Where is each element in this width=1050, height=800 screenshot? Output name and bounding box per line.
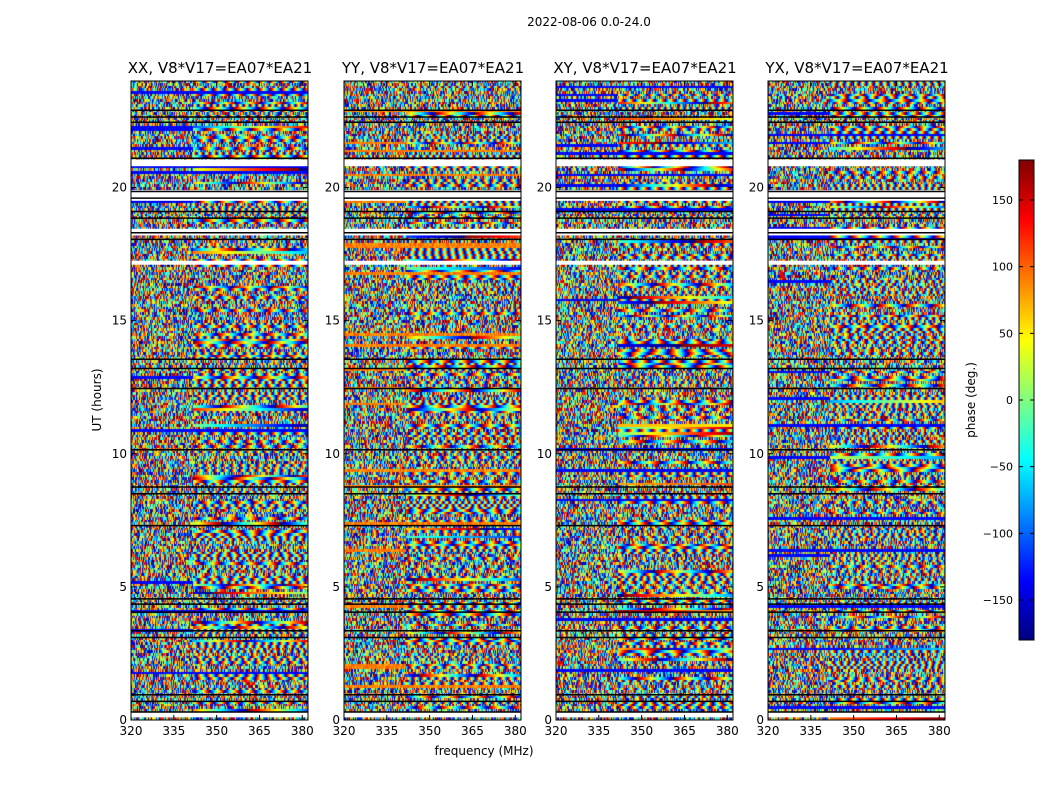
colorbar-tick-label: 0 [1006,394,1013,407]
x-tick-label: 365 [461,724,484,738]
panel-4: YX, V8*V17=EA07*EA21 320 335 350 365 380 0 5 1… [749,59,951,738]
flagged-band [556,159,733,167]
y-tick-label: 15 [112,314,127,328]
x-tick-label: 335 [587,724,610,738]
flagged-band [344,260,521,265]
panel-3-title: XY, V8*V17=EA07*EA21 [553,59,736,77]
y-axis-label: UT (hours) [90,368,104,431]
y-tick-label: 15 [325,314,340,328]
x-tick-label: 335 [799,724,822,738]
colorbar-ticks: 150 100 50 0 −50 −100 −150 [983,194,1034,607]
panel-4-title: YX, V8*V17=EA07*EA21 [764,59,948,77]
x-tick-label: 335 [162,724,185,738]
y-tick-label: 20 [537,181,552,195]
y-tick-label: 10 [112,447,127,461]
flagged-band [131,260,308,265]
panel-3-heatmap [556,81,733,720]
panel-1-y-ticks: 0 5 10 15 20 [112,181,308,727]
phase-image [556,81,733,720]
x-tick-label: 335 [375,724,398,738]
phase-image [768,81,945,720]
colorbar-label: phase (deg.) [964,362,978,438]
flagged-band [344,159,521,167]
x-tick-label: 380 [504,724,527,738]
flagged-band [768,159,945,167]
x-axis-label: frequency (MHz) [434,744,533,758]
x-tick-label: 380 [291,724,314,738]
colorbar-tick-label: −100 [983,527,1013,540]
panel-2-y-ticks: 0 5 10 15 20 [325,181,521,727]
flagged-band [556,260,733,265]
colorbar-tick-label: 100 [992,261,1013,274]
y-tick-label: 0 [544,713,552,727]
y-tick-label: 5 [332,580,340,594]
panel-2-x-ticks: 320 335 350 365 380 [333,81,527,738]
flagged-band [768,190,945,201]
flagged-band [344,190,521,201]
y-tick-label: 5 [119,580,127,594]
x-tick-label: 320 [757,724,780,738]
y-tick-label: 0 [119,713,127,727]
panel-2: YY, V8*V17=EA07*EA21 320 335 350 365 380 0 5 1… [325,59,527,738]
y-tick-label: 0 [332,713,340,727]
panel-4-y-ticks: 0 5 10 15 20 [749,181,945,727]
panel-2-frame [343,80,522,721]
flagged-band [131,159,308,167]
panel-1-x-ticks: 320 335 350 365 380 [120,81,314,738]
panel-4-x-ticks: 320 335 350 365 380 [757,81,951,738]
x-tick-label: 380 [716,724,739,738]
x-tick-label: 350 [205,724,228,738]
colorbar-tick-label: −150 [983,594,1013,607]
panel-1: XX, V8*V17=EA07*EA21 320 335 350 365 380 0 5 1… [112,59,314,738]
x-tick-label: 320 [333,724,356,738]
flagged-band [131,712,308,718]
x-tick-label: 365 [248,724,271,738]
y-tick-label: 20 [325,181,340,195]
flagged-band [556,190,733,201]
y-tick-label: 20 [112,181,127,195]
panel-1-heatmap [131,81,308,720]
colorbar: 150 100 50 0 −50 −100 −150 phase (deg.) [964,159,1035,641]
flagged-band [131,190,308,201]
y-tick-label: 20 [749,181,764,195]
y-tick-label: 0 [756,713,764,727]
flagged-band [768,260,945,265]
panel-4-heatmap [768,81,945,720]
colorbar-tick-label: −50 [990,461,1013,474]
y-tick-label: 5 [756,580,764,594]
y-tick-label: 10 [537,447,552,461]
panel-4-frame [767,80,946,721]
x-tick-label: 320 [545,724,568,738]
panel-2-heatmap [344,81,521,720]
figure-suptitle: 2022-08-06 0.0-24.0 [527,15,651,29]
flagged-band [556,712,733,718]
colorbar-gradient [1019,160,1034,640]
flagged-band [768,712,945,718]
y-tick-label: 15 [749,314,764,328]
phase-image [131,81,308,720]
panel-2-title: YY, V8*V17=EA07*EA21 [341,59,524,77]
flagged-band [344,712,521,718]
x-tick-label: 350 [418,724,441,738]
x-tick-label: 380 [928,724,951,738]
panel-1-title: XX, V8*V17=EA07*EA21 [128,59,312,77]
y-tick-label: 10 [325,447,340,461]
panel-3: XY, V8*V17=EA07*EA21 320 335 350 365 380 0 5 1… [537,59,739,738]
x-tick-label: 320 [120,724,143,738]
phase-image [344,81,521,720]
x-tick-label: 365 [673,724,696,738]
y-tick-label: 10 [749,447,764,461]
panel-1-frame [130,80,309,721]
panel-3-y-ticks: 0 5 10 15 20 [537,181,733,727]
panel-3-frame [555,80,734,721]
y-tick-label: 5 [544,580,552,594]
x-tick-label: 350 [842,724,865,738]
colorbar-tick-label: 150 [992,194,1013,207]
y-tick-label: 15 [537,314,552,328]
x-tick-label: 365 [885,724,908,738]
x-tick-label: 350 [630,724,653,738]
colorbar-tick-label: 50 [999,327,1013,340]
